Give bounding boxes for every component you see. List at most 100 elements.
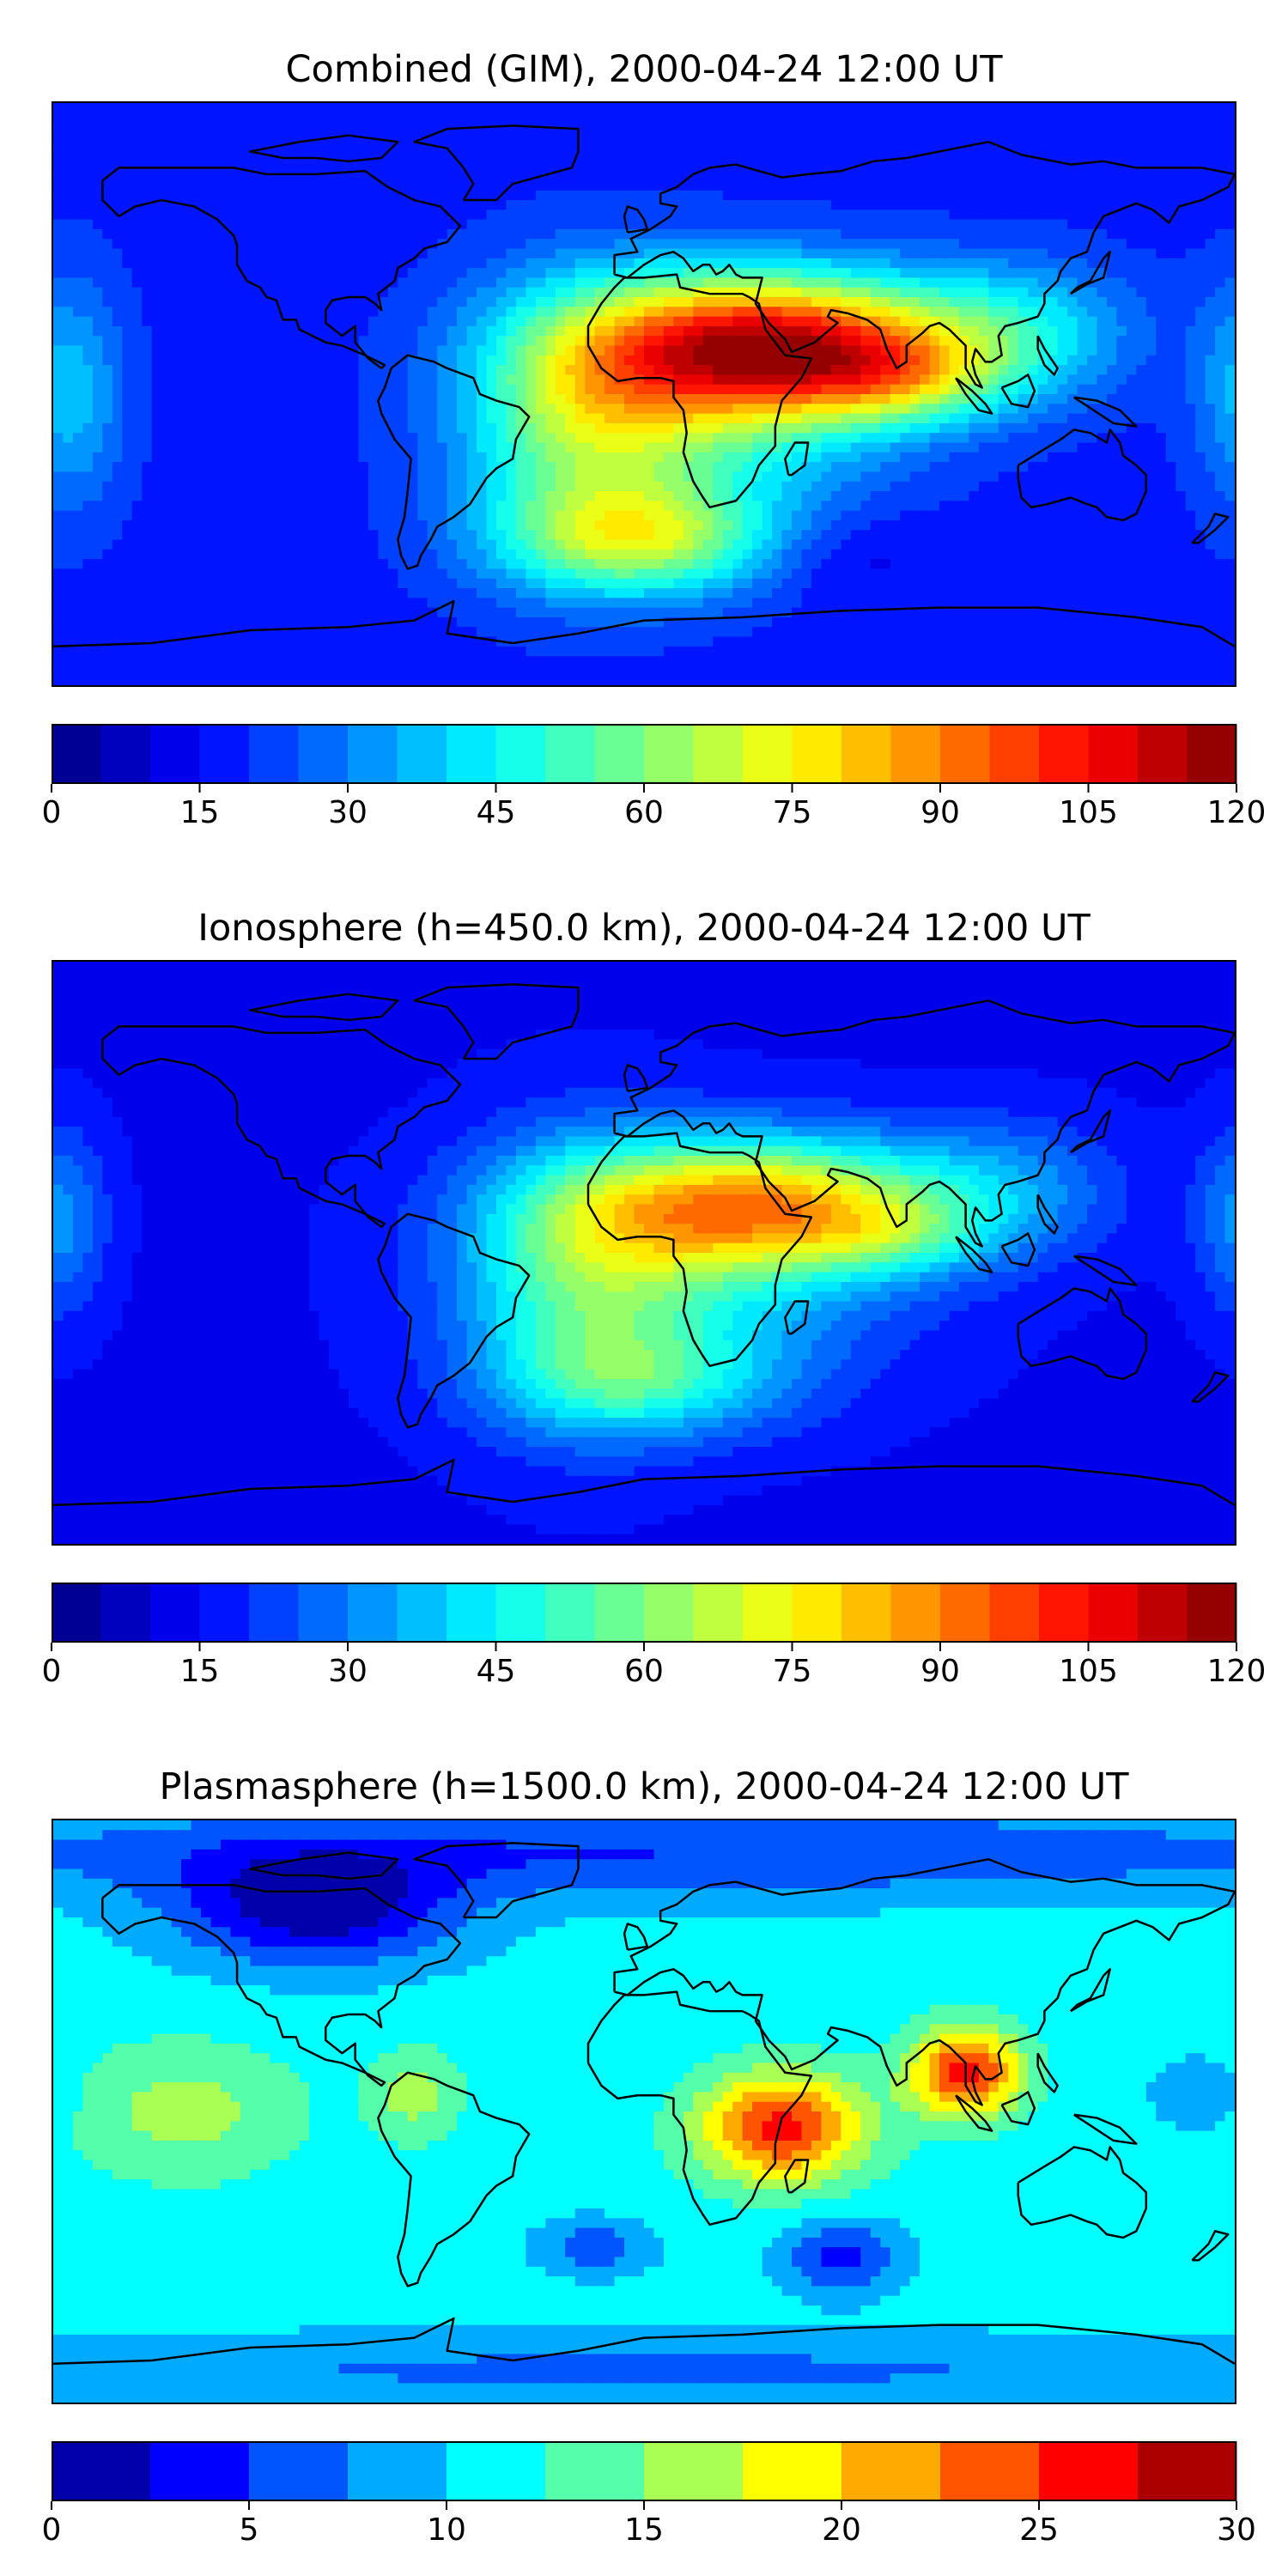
field-cell — [1037, 131, 1048, 143]
field-cell — [673, 355, 684, 366]
field-cell — [1145, 316, 1157, 327]
field-cell — [349, 219, 360, 230]
field-cell — [240, 384, 251, 395]
field-cell — [378, 161, 389, 172]
field-cell — [437, 355, 448, 366]
field-cell — [1185, 112, 1196, 124]
field-cell — [289, 442, 301, 453]
field-cell — [673, 239, 684, 250]
field-cell — [1156, 404, 1167, 415]
field-cell — [1087, 180, 1098, 191]
field-cell — [1156, 316, 1167, 327]
field-cell — [811, 394, 822, 404]
field-cell — [250, 442, 261, 453]
field-cell — [398, 248, 409, 259]
field-cell — [378, 228, 389, 240]
field-cell — [387, 228, 398, 240]
field-cell — [250, 103, 261, 113]
field-cell — [958, 103, 969, 113]
field-cell — [752, 491, 763, 501]
field-cell — [909, 433, 920, 444]
field-cell — [841, 462, 852, 473]
field-cell — [240, 307, 251, 318]
field-cell — [1224, 413, 1235, 424]
field-cell — [585, 277, 596, 289]
field-cell — [1205, 355, 1216, 366]
field-cell — [122, 277, 133, 289]
field-cell — [1057, 122, 1068, 133]
field-cell — [1176, 433, 1187, 444]
field-cell — [349, 258, 360, 269]
field-cell — [732, 452, 744, 463]
field-cell — [289, 171, 301, 182]
field-cell — [742, 433, 753, 444]
field-cell — [850, 316, 861, 327]
field-cell — [801, 112, 812, 124]
field-cell — [112, 365, 123, 375]
field-cell — [496, 171, 507, 182]
field-cell — [1008, 471, 1019, 483]
field-cell — [998, 325, 1009, 337]
field-cell — [958, 422, 969, 434]
field-cell — [398, 112, 409, 124]
field-cell — [1077, 481, 1088, 492]
field-cell — [683, 190, 694, 201]
field-cell — [713, 103, 724, 113]
field-cell — [830, 258, 841, 269]
field-cell — [112, 258, 123, 269]
field-cell — [693, 433, 704, 444]
field-cell — [1145, 462, 1157, 473]
field-cell — [1057, 442, 1068, 453]
field-cell — [752, 268, 763, 278]
field-cell — [1145, 287, 1157, 298]
field-cell — [358, 277, 369, 289]
field-cell — [1215, 171, 1226, 182]
field-cell — [496, 452, 507, 463]
field-cell — [279, 384, 290, 395]
field-cell — [702, 345, 714, 356]
field-cell — [890, 103, 901, 113]
field-cell — [319, 481, 330, 492]
field-cell — [82, 471, 94, 483]
field-cell — [781, 501, 793, 512]
field-cell — [378, 471, 389, 483]
field-cell — [63, 228, 74, 240]
field-cell — [811, 462, 822, 473]
field-cell — [122, 316, 133, 327]
field-cell — [890, 394, 901, 404]
field-cell — [1156, 296, 1167, 307]
field-cell — [1205, 384, 1216, 395]
field-cell — [1037, 471, 1048, 483]
field-cell — [683, 413, 694, 424]
field-cell — [978, 404, 989, 415]
field-cell — [811, 442, 822, 453]
field-cell — [309, 491, 320, 501]
field-cell — [457, 374, 468, 386]
field-cell — [1205, 103, 1216, 113]
field-cell — [732, 374, 744, 386]
field-cell — [526, 462, 537, 473]
field-cell — [574, 210, 586, 221]
field-cell — [781, 413, 793, 424]
field-cell — [742, 345, 753, 356]
field-cell — [1145, 307, 1157, 318]
field-cell — [526, 374, 537, 386]
field-cell — [821, 471, 832, 483]
field-cell — [663, 422, 674, 434]
field-cell — [1185, 248, 1196, 259]
field-cell — [142, 268, 153, 278]
field-cell — [978, 413, 989, 424]
field-cell — [683, 452, 694, 463]
field-cell — [1195, 345, 1206, 356]
field-cell — [368, 112, 379, 124]
field-cell — [102, 462, 113, 473]
field-cell — [270, 103, 281, 113]
field-cell — [841, 200, 852, 210]
field-cell — [171, 287, 182, 298]
field-cell — [1126, 316, 1137, 327]
field-cell — [407, 394, 418, 404]
field-cell — [368, 219, 379, 230]
field-cell — [72, 200, 83, 210]
field-cell — [594, 316, 605, 327]
field-cell — [870, 219, 881, 230]
